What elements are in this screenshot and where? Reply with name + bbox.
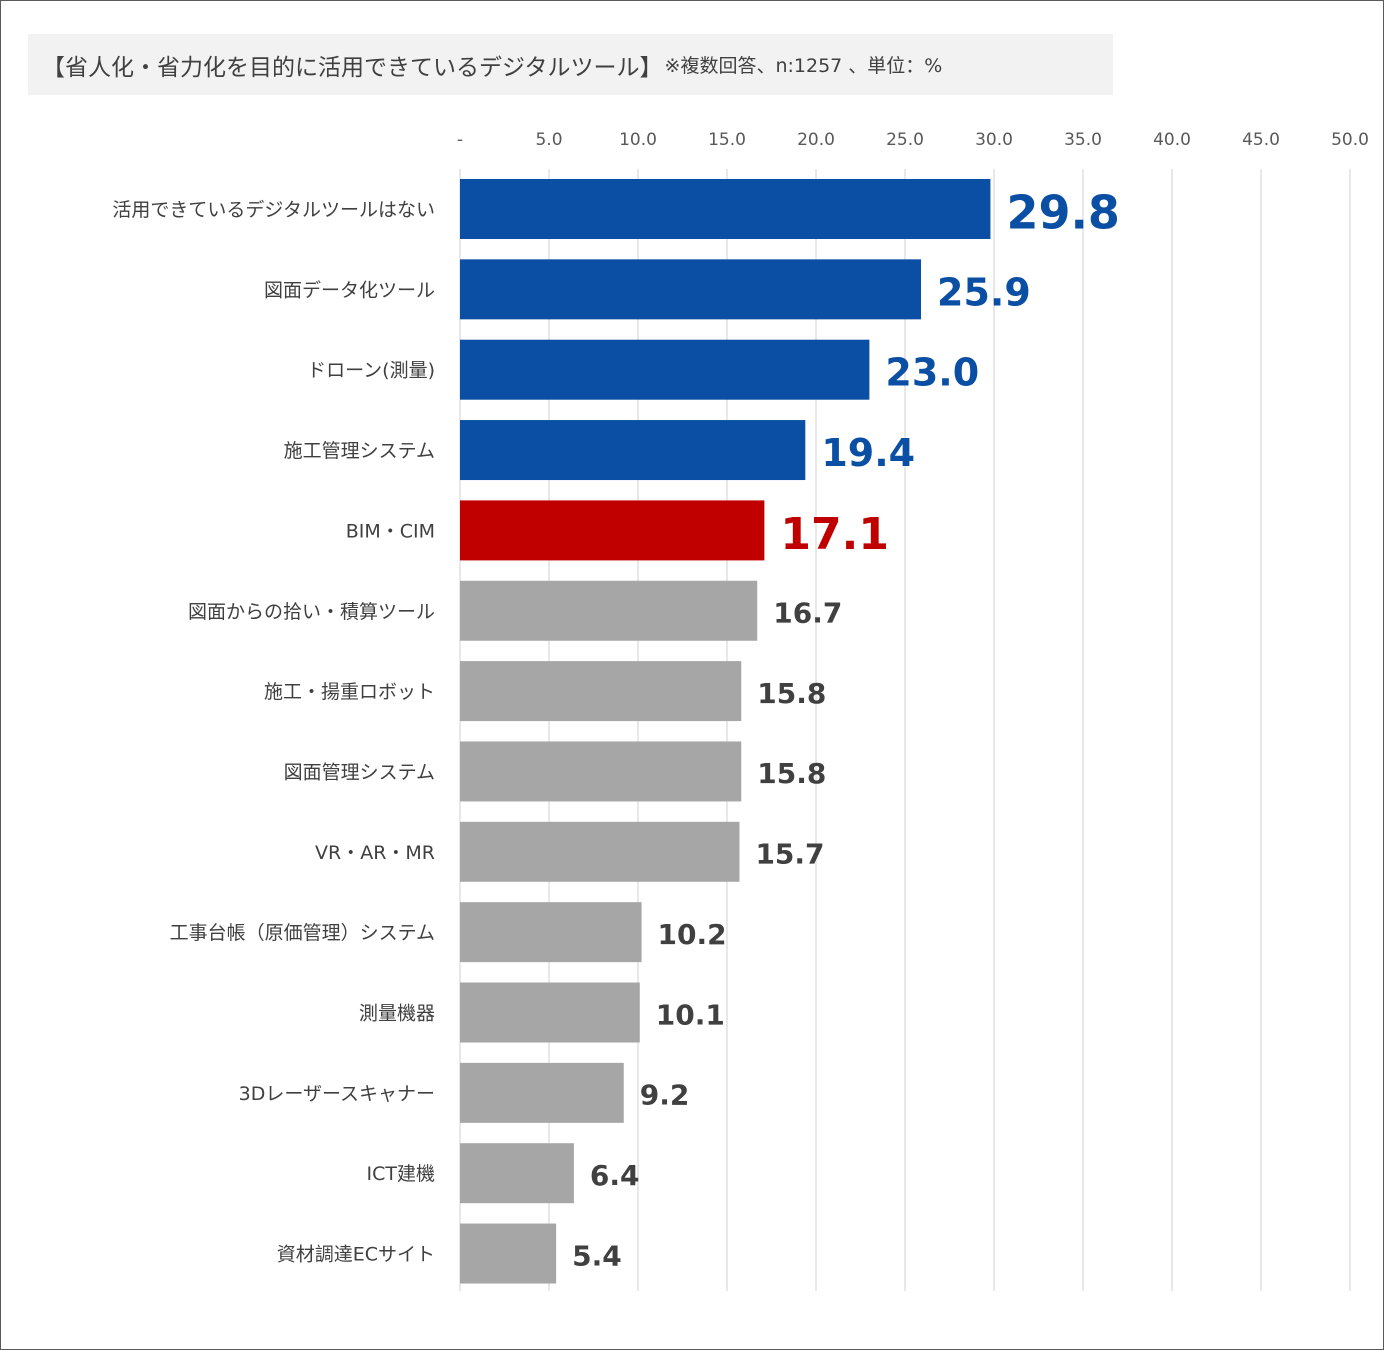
x-tick-label: 25.0 bbox=[886, 130, 924, 150]
x-tick-label: 5.0 bbox=[535, 130, 562, 150]
x-tick-label: 45.0 bbox=[1242, 130, 1280, 150]
x-tick-label: 10.0 bbox=[619, 130, 657, 150]
value-label: 23.0 bbox=[885, 351, 979, 395]
value-label: 9.2 bbox=[640, 1079, 690, 1112]
category-label: ドローン(測量) bbox=[307, 360, 435, 382]
x-axis-ticks: - 5.0 10.0 15.0 20.0 25.0 30.0 35.0 40.0 45.0 50.0 bbox=[457, 130, 1369, 150]
value-label: 5.4 bbox=[572, 1239, 622, 1272]
value-label: 19.4 bbox=[821, 431, 915, 475]
bar-10 bbox=[460, 982, 640, 1043]
x-tick-label: - bbox=[457, 130, 463, 150]
bar-8 bbox=[460, 821, 740, 882]
bar-5 bbox=[460, 580, 758, 641]
x-tick-label: 50.0 bbox=[1331, 130, 1369, 150]
value-label: 16.7 bbox=[773, 597, 842, 630]
x-tick-label: 15.0 bbox=[708, 130, 746, 150]
chart-subtitle: ※複数回答、n:1257 、単位：% bbox=[664, 55, 943, 77]
grid-lines bbox=[459, 169, 1351, 1291]
bars bbox=[460, 179, 991, 1284]
category-label: 資材調達ECサイト bbox=[277, 1244, 435, 1266]
category-label: 施工管理システム bbox=[284, 440, 435, 462]
value-label: 29.8 bbox=[1006, 185, 1119, 239]
bar-3 bbox=[460, 420, 806, 481]
category-label: 施工・揚重ロボット bbox=[264, 681, 435, 703]
value-label: 10.2 bbox=[658, 918, 727, 951]
title-box: 【省人化・省力化を目的に活用できているデジタルツール】 ※複数回答、n:1257… bbox=[28, 34, 1113, 95]
bar-13 bbox=[460, 1223, 557, 1284]
value-label: 17.1 bbox=[780, 509, 889, 560]
bar-12 bbox=[460, 1143, 574, 1204]
value-label: 25.9 bbox=[937, 270, 1031, 314]
bar-6 bbox=[460, 661, 742, 722]
category-label: 図面からの拾い・積算ツール bbox=[188, 601, 435, 623]
category-label: 活用できているデジタルツールはない bbox=[112, 199, 435, 221]
category-label: ICT建機 bbox=[367, 1163, 435, 1185]
value-label: 6.4 bbox=[590, 1159, 640, 1192]
category-label: 工事台帳（原価管理）システム bbox=[170, 922, 435, 944]
category-label: BIM・CIM bbox=[346, 520, 435, 542]
bar-9 bbox=[460, 902, 642, 963]
chart-title: 【省人化・省力化を目的に活用できているデジタルツール】 bbox=[42, 54, 663, 81]
value-label: 15.8 bbox=[757, 677, 826, 710]
bar-2 bbox=[460, 339, 870, 400]
category-label: 図面管理システム bbox=[284, 761, 435, 783]
bar-11 bbox=[460, 1062, 624, 1123]
x-tick-label: 40.0 bbox=[1153, 130, 1191, 150]
category-label: VR・AR・MR bbox=[315, 842, 435, 864]
x-tick-label: 35.0 bbox=[1064, 130, 1102, 150]
value-label: 15.8 bbox=[757, 757, 826, 790]
category-label: 3Dレーザースキャナー bbox=[239, 1083, 435, 1105]
value-label: 15.7 bbox=[755, 838, 824, 871]
bar-0 bbox=[460, 179, 991, 239]
x-tick-label: 30.0 bbox=[975, 130, 1013, 150]
bar-7 bbox=[460, 741, 742, 802]
category-label: 測量機器 bbox=[359, 1003, 435, 1025]
bar-4 bbox=[460, 500, 765, 561]
value-label: 10.1 bbox=[656, 998, 725, 1031]
x-tick-label: 20.0 bbox=[797, 130, 835, 150]
value-labels: 29.8 25.9 23.0 19.4 17.1 16.7 15.8 15.8 15.7 10.2… bbox=[572, 185, 1120, 1272]
category-label: 図面データ化ツール bbox=[264, 279, 435, 301]
bar-1 bbox=[460, 259, 922, 320]
